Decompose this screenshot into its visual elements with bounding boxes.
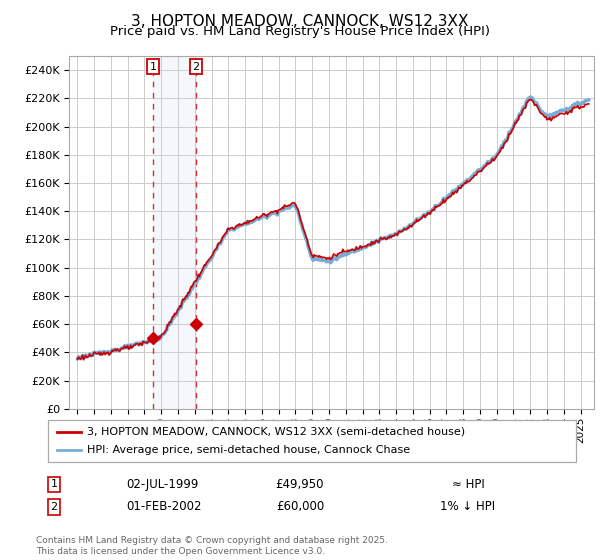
Text: HPI: Average price, semi-detached house, Cannock Chase: HPI: Average price, semi-detached house,… [87,445,410,455]
Text: £49,950: £49,950 [276,478,324,491]
Text: 3, HOPTON MEADOW, CANNOCK, WS12 3XX: 3, HOPTON MEADOW, CANNOCK, WS12 3XX [131,14,469,29]
Text: 3, HOPTON MEADOW, CANNOCK, WS12 3XX (semi-detached house): 3, HOPTON MEADOW, CANNOCK, WS12 3XX (sem… [87,427,465,437]
Text: 01-FEB-2002: 01-FEB-2002 [126,500,202,514]
Text: 1% ↓ HPI: 1% ↓ HPI [440,500,496,514]
Text: ≈ HPI: ≈ HPI [452,478,484,491]
Text: Contains HM Land Registry data © Crown copyright and database right 2025.
This d: Contains HM Land Registry data © Crown c… [36,536,388,556]
Text: 1: 1 [50,479,58,489]
Bar [153,56,196,409]
Text: 02-JUL-1999: 02-JUL-1999 [126,478,199,491]
Text: Price paid vs. HM Land Registry's House Price Index (HPI): Price paid vs. HM Land Registry's House … [110,25,490,38]
Text: £60,000: £60,000 [276,500,324,514]
Text: 2: 2 [193,62,200,72]
Text: 2: 2 [50,502,58,512]
Text: 1: 1 [149,62,157,72]
